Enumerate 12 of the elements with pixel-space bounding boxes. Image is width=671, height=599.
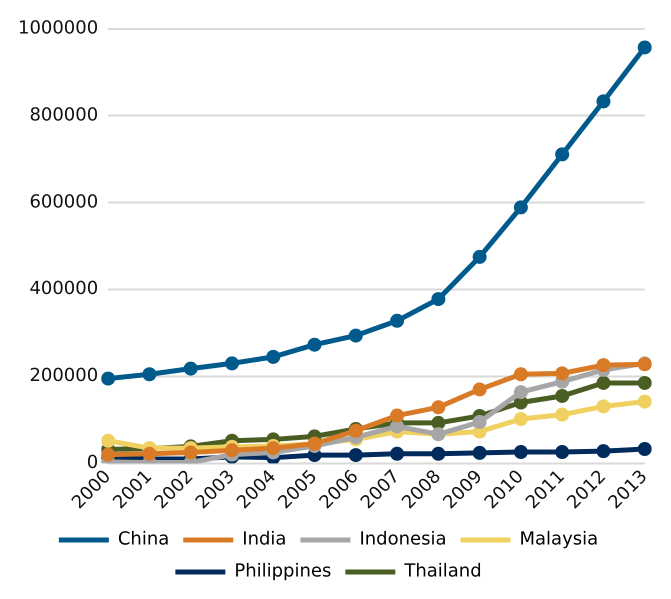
legend-label: Indonesia bbox=[359, 528, 446, 550]
y-tick-label: 600000 bbox=[29, 191, 98, 212]
y-tick-label: 1000000 bbox=[18, 17, 98, 38]
y-tick-label: 200000 bbox=[29, 365, 98, 386]
y-tick-label: 800000 bbox=[29, 104, 98, 126]
legend-label: China bbox=[118, 528, 170, 550]
y-tick-label: 400000 bbox=[29, 278, 98, 300]
y-tick-label: 0 bbox=[86, 452, 98, 474]
legend-label: India bbox=[242, 528, 286, 550]
legend-label: Philippines bbox=[234, 560, 332, 582]
legend-label: Malaysia bbox=[519, 528, 598, 550]
legend-label: Thailand bbox=[403, 560, 482, 582]
